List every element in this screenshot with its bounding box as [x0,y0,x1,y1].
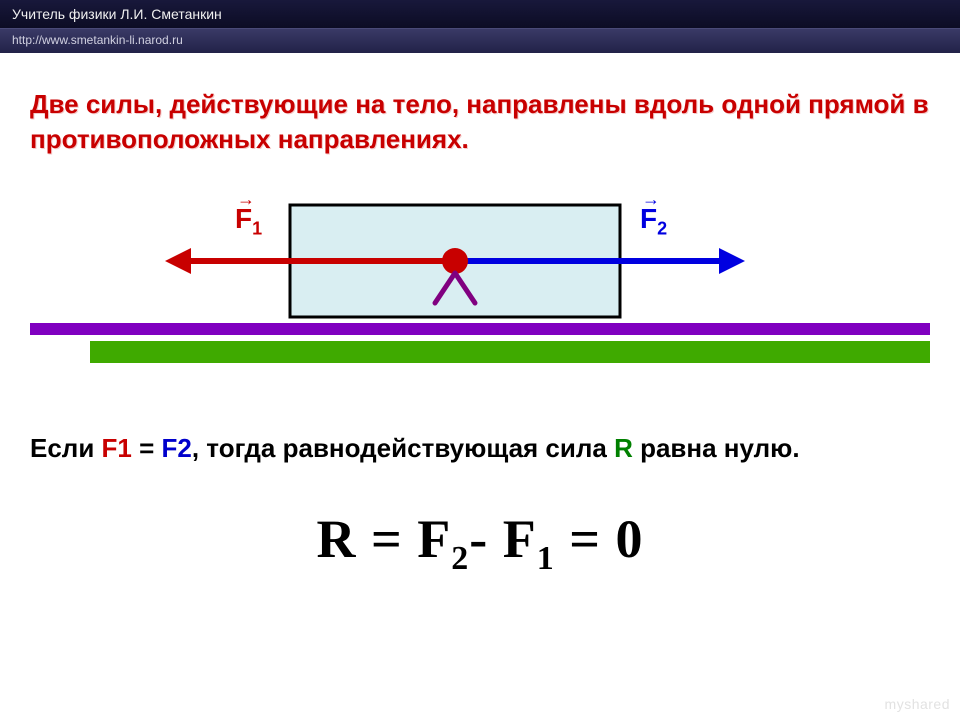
formula-t1: F [417,509,451,569]
exp-eq: = [132,433,162,463]
exp-pre: Если [30,433,102,463]
header-url: http://www.smetankin-li.narod.ru [0,28,960,53]
formula-lhs: R [316,509,356,569]
exp-mid: , тогда равнодействующая сила [192,433,614,463]
label-f1-sub: 1 [252,219,262,239]
exp-f2: F2 [162,433,192,463]
exp-post: равна нулю. [633,433,800,463]
formula-eq2: = 0 [555,509,644,569]
label-f2-sub: 2 [657,219,667,239]
diagram-svg [30,185,930,395]
watermark: myshared [885,696,950,712]
exp-f1: F1 [102,433,132,463]
force-diagram: → F1 → F2 [30,185,930,395]
exp-r: R [614,433,633,463]
formula-eq1: = [356,509,417,569]
label-f1: → F1 [235,203,262,240]
slide-content: Две силы, действующие на тело, направлен… [0,53,960,578]
formula-t2: F [503,509,537,569]
heading-text: Две силы, действующие на тело, направлен… [30,87,930,157]
header-title: Учитель физики Л.И. Сметанкин [0,0,960,28]
formula-s1: 2 [451,540,469,577]
label-f2: → F2 [640,203,667,240]
explanation-text: Если F1 = F2, тогда равнодействующая сил… [30,431,930,466]
formula-s2: 1 [537,540,555,577]
formula-minus: - [469,509,502,569]
formula: R = F2- F1 = 0 [30,508,930,578]
